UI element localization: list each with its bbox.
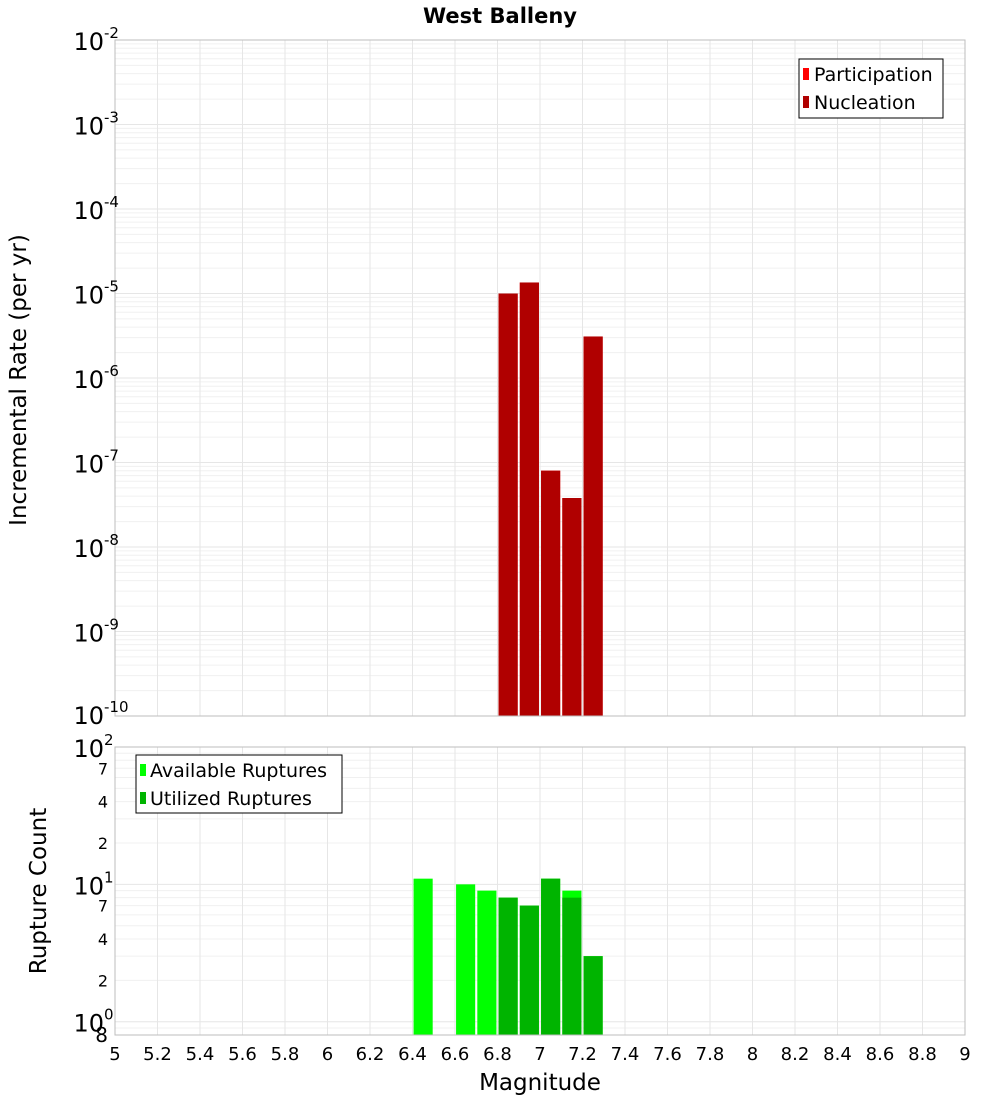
x-tick-label: 6.8 xyxy=(483,1044,512,1065)
x-tick-label: 8.4 xyxy=(823,1044,852,1065)
chart-title: West Balleny xyxy=(423,4,577,28)
x-tick-label: 5.4 xyxy=(186,1044,215,1065)
legend-swatch xyxy=(140,764,146,776)
bar xyxy=(541,878,561,1035)
plot-frame xyxy=(114,746,966,1036)
x-tick-label: 5.2 xyxy=(143,1044,172,1065)
legend-swatch xyxy=(140,792,146,804)
y-minor-tick-label: 4 xyxy=(98,793,108,812)
x-tick-label: 6.2 xyxy=(356,1044,385,1065)
bottom-y-axis-label: Rupture Count xyxy=(26,808,52,974)
y-tick-exponent: 2 xyxy=(104,731,114,749)
bar xyxy=(456,884,476,1035)
bar xyxy=(413,878,433,1035)
top-y-axis-label: Incremental Rate (per yr) xyxy=(6,234,32,526)
y-tick-label: 10 xyxy=(73,113,104,141)
y-tick-exponent: -9 xyxy=(104,616,119,634)
y-tick-label: 10 xyxy=(73,620,104,648)
legend-label: Utilized Ruptures xyxy=(150,788,312,810)
bar xyxy=(583,956,603,1035)
y-tick-exponent: -6 xyxy=(104,362,119,380)
bar xyxy=(541,470,561,716)
y-tick-label: 10 xyxy=(73,282,104,310)
legend-swatch xyxy=(803,68,809,80)
x-tick-label: 8 xyxy=(747,1044,758,1065)
y-tick-exponent: -8 xyxy=(104,531,119,549)
y-tick-exponent: -5 xyxy=(104,278,119,296)
bar xyxy=(477,890,497,1035)
y-tick-exponent: -7 xyxy=(104,447,119,465)
y-minor-tick-label: 8 xyxy=(95,1023,108,1047)
bar xyxy=(562,498,582,716)
legend-label: Nucleation xyxy=(814,92,916,114)
y-minor-tick-label: 7 xyxy=(98,759,108,778)
y-tick-exponent: -2 xyxy=(104,24,119,42)
y-minor-tick-label: 7 xyxy=(98,897,108,916)
x-tick-label: 7.8 xyxy=(696,1044,725,1065)
x-tick-label: 7.4 xyxy=(611,1044,640,1065)
y-tick-exponent: -10 xyxy=(104,698,129,716)
legend-label: Participation xyxy=(814,64,933,86)
bar xyxy=(498,897,518,1035)
legend: Available Ruptures Utilized Ruptures xyxy=(135,754,343,814)
y-tick-label: 10 xyxy=(73,366,104,394)
legend-box xyxy=(135,754,343,814)
y-minor-tick-label: 2 xyxy=(98,834,108,853)
x-tick-label: 9 xyxy=(959,1044,970,1065)
x-tick-label: 6.6 xyxy=(441,1044,470,1065)
y-tick-exponent: -4 xyxy=(104,193,119,211)
y-tick-label: 10 xyxy=(73,702,104,730)
bar xyxy=(562,897,582,1035)
bar xyxy=(583,336,603,716)
y-tick-label: 10 xyxy=(73,1010,104,1038)
y-tick-exponent: -3 xyxy=(104,109,119,127)
x-tick-label: 6 xyxy=(322,1044,333,1065)
bar xyxy=(519,905,539,1035)
legend-label: Available Ruptures xyxy=(150,760,327,782)
x-tick-label: 7.2 xyxy=(568,1044,597,1065)
y-tick-exponent: 1 xyxy=(104,868,114,886)
x-tick-label: 7 xyxy=(534,1044,545,1065)
y-minor-tick-label: 2 xyxy=(98,971,108,990)
y-tick-label: 10 xyxy=(73,735,104,763)
x-tick-label: 8.8 xyxy=(908,1044,937,1065)
bar xyxy=(498,293,518,716)
legend: Participation Nucleation xyxy=(798,58,944,119)
y-tick-label: 10 xyxy=(73,451,104,479)
y-tick-label: 10 xyxy=(73,535,104,563)
y-tick-label: 10 xyxy=(73,28,104,56)
x-tick-label: 5.6 xyxy=(228,1044,257,1065)
y-minor-tick-label: 4 xyxy=(98,930,108,949)
x-tick-label: 7.6 xyxy=(653,1044,682,1065)
legend-box xyxy=(798,58,944,119)
y-tick-label: 10 xyxy=(73,197,104,225)
x-tick-label: 5 xyxy=(109,1044,120,1065)
x-tick-label: 6.4 xyxy=(398,1044,427,1065)
legend-swatch xyxy=(803,96,809,108)
y-tick-label: 10 xyxy=(73,872,104,900)
x-tick-label: 5.8 xyxy=(271,1044,300,1065)
bar xyxy=(519,282,539,716)
y-tick-exponent: 0 xyxy=(104,1006,114,1024)
x-axis-label: Magnitude xyxy=(479,1070,601,1096)
x-tick-label: 8.6 xyxy=(866,1044,895,1065)
plot-frame xyxy=(114,39,966,717)
x-tick-label: 8.2 xyxy=(781,1044,810,1065)
